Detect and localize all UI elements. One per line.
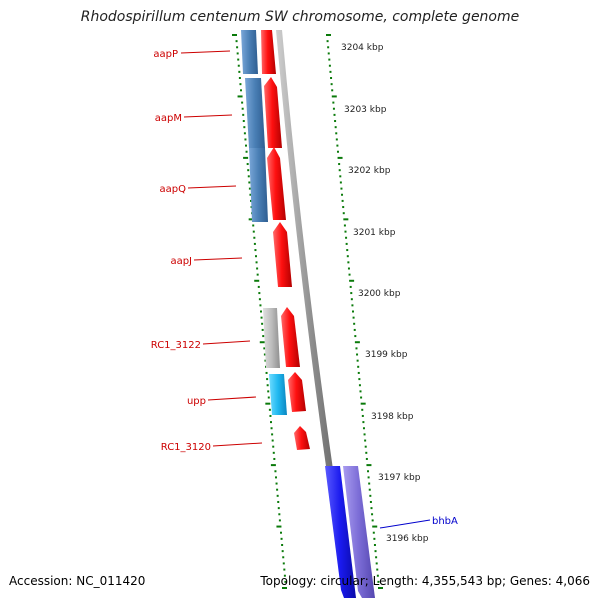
genome-summary-text: Topology: circular; Length: 4,355,543 bp… (260, 574, 590, 588)
cds-aapJ (273, 222, 292, 287)
ruler-label: 3203 kbp (344, 105, 387, 115)
left-tick-track (232, 34, 287, 589)
feature-RC1_3122-gray (263, 308, 280, 368)
gene-label-upp: upp (187, 396, 206, 407)
ruler-label: 3197 kbp (378, 473, 421, 483)
feature-aapQ-blue (249, 148, 268, 222)
ruler-label: 3204 kbp (341, 43, 384, 53)
map-title: Rhodospirillum centenum SW chromosome, c… (80, 9, 520, 25)
gene-label-aapQ: aapQ (160, 184, 187, 195)
cds-aapQ (267, 147, 286, 220)
gene-label-aapP: aapP (153, 49, 178, 60)
leader-aapJ (193, 257, 243, 261)
gene-label-aapJ: aapJ (170, 256, 192, 267)
leader-RC1_3122 (202, 340, 251, 345)
ruler-label: 3200 kbp (358, 289, 401, 299)
ruler-label: 3198 kbp (371, 412, 414, 422)
chromosome-backbone (276, 30, 352, 598)
leader-RC1_3120 (212, 442, 263, 447)
leader-upp (207, 396, 257, 401)
feature-bhbA-purple (343, 466, 375, 598)
gene-label-RC1_3122: RC1_3122 (151, 340, 201, 351)
leader-bhbA (379, 519, 431, 529)
right-tick-track (326, 34, 383, 589)
feature-upp-cyan (269, 374, 287, 415)
leader-aapM (183, 114, 233, 118)
cds-upp (288, 372, 306, 412)
leader-aapQ (187, 185, 237, 189)
cds-aapM (264, 77, 282, 148)
feature-bhbA-blue (325, 466, 356, 598)
feature-aapP-blue (241, 30, 258, 74)
accession-text: Accession: NC_011420 (9, 574, 146, 588)
cds-RC1_3120 (294, 426, 310, 450)
feature-aapM-blue (245, 78, 265, 148)
cds-RC1_3122 (281, 307, 300, 367)
cds-aapP (261, 30, 276, 74)
ruler-label: 3202 kbp (348, 166, 391, 176)
gene-label-bhbA: bhbA (432, 516, 458, 527)
gene-label-aapM: aapM (155, 113, 182, 124)
gene-label-RC1_3120: RC1_3120 (161, 442, 211, 453)
leader-aapP (180, 50, 231, 54)
ruler-label: 3196 kbp (386, 534, 429, 544)
ruler-label: 3201 kbp (353, 228, 396, 238)
ruler-label: 3199 kbp (365, 350, 408, 360)
